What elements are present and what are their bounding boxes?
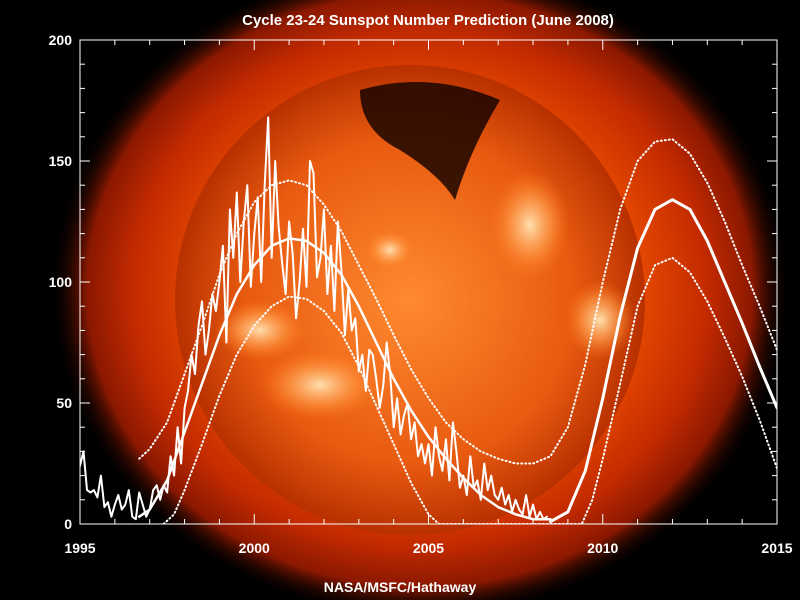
y-tick-label: 50 — [56, 395, 72, 411]
x-tick-labels: 1995 2000 2005 2010 2015 — [64, 540, 792, 556]
x-tick-label: 2005 — [413, 540, 444, 556]
y-tick-label: 200 — [49, 32, 73, 48]
series-lines — [80, 116, 777, 524]
chart-title: Cycle 23-24 Sunspot Number Prediction (J… — [242, 12, 614, 29]
smoothed-sunspot-line — [137, 237, 552, 521]
y-tick-label: 150 — [49, 153, 73, 169]
upper-bound-line — [138, 138, 777, 465]
y-tick-label: 100 — [49, 274, 73, 290]
x-tick-label: 2015 — [761, 540, 792, 556]
monthly-sunspot-line — [80, 116, 548, 521]
x-tick-label: 1995 — [64, 540, 95, 556]
predicted-cycle-24-line — [549, 198, 777, 524]
y-tick-labels: 0 50 100 150 200 — [49, 32, 73, 532]
y-tick-label: 0 — [64, 516, 72, 532]
credit-label: NASA/MSFC/Hathaway — [324, 579, 477, 595]
axis-ticks — [79, 39, 778, 525]
x-tick-label: 2000 — [239, 540, 270, 556]
lower-bound-line — [162, 256, 777, 524]
coronal-hole — [360, 82, 500, 200]
x-tick-label: 2010 — [587, 540, 618, 556]
